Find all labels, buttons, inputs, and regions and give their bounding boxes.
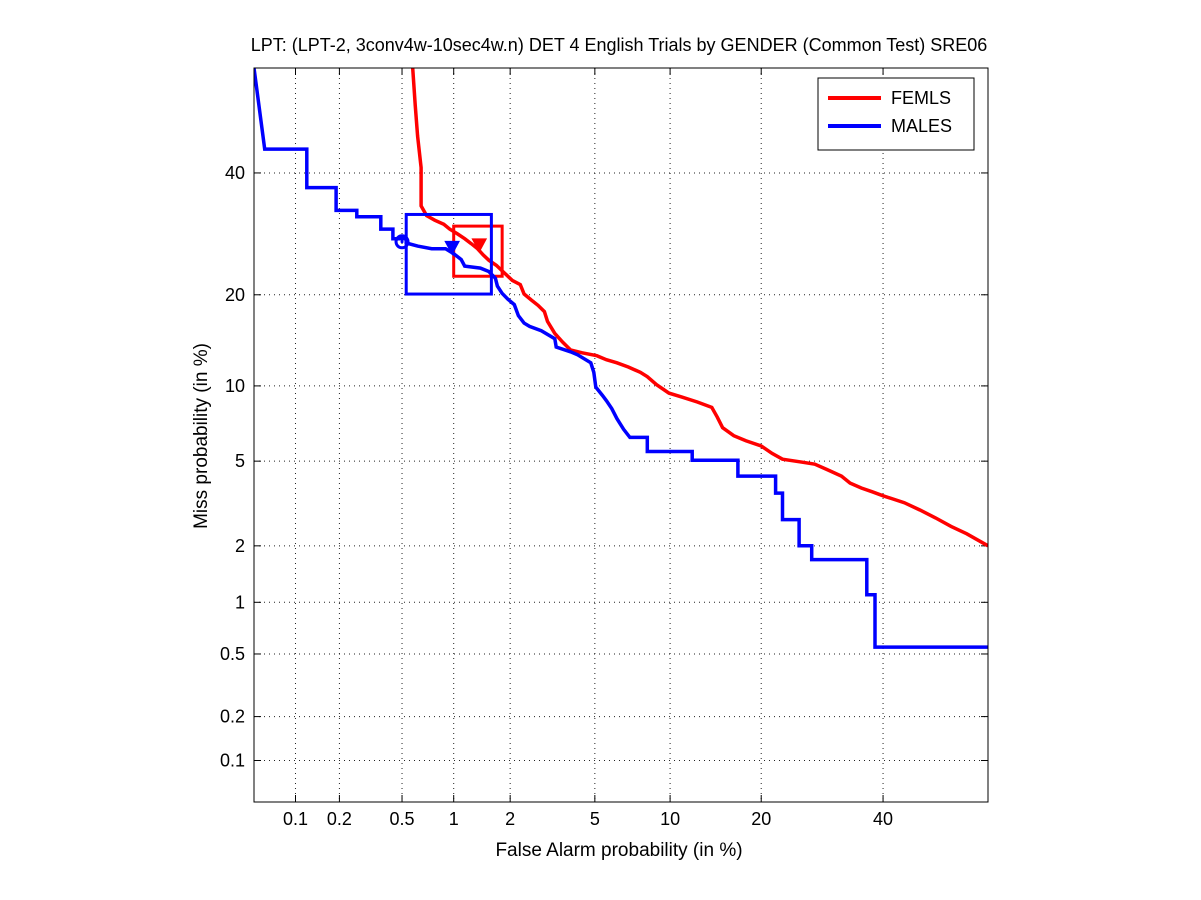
x-tick-label: 10 <box>660 809 680 829</box>
x-tick-label: 40 <box>873 809 893 829</box>
x-tick-label: 0.2 <box>327 809 352 829</box>
x-tick-label: 2 <box>505 809 515 829</box>
males-actual-dcf-dot <box>400 240 404 244</box>
series-males <box>254 68 988 649</box>
y-tick-label: 0.2 <box>220 707 245 727</box>
males-actual-dcf-marker <box>394 234 410 250</box>
y-tick-label: 20 <box>225 285 245 305</box>
males-min-dcf-marker <box>444 240 460 256</box>
femls-min-dcf-marker <box>471 238 488 253</box>
y-tick-label: 10 <box>225 376 245 396</box>
plot-frame <box>253 67 989 803</box>
y-tick-label: 40 <box>225 163 245 183</box>
legend-box <box>817 77 975 151</box>
y-tick-label: 1 <box>235 592 245 612</box>
x-tick-label: 0.1 <box>283 809 308 829</box>
plot-series <box>254 68 988 649</box>
males-confidence-box <box>404 212 493 296</box>
legend-label-males: MALES <box>891 116 952 136</box>
y-tick-label: 5 <box>235 451 245 471</box>
x-tick-label: 0.5 <box>390 809 415 829</box>
x-tick-label: 5 <box>590 809 600 829</box>
x-tick-label: 1 <box>449 809 459 829</box>
axis-ticks: 0.1 0.2 0.5 1 2 5 10 20 40 0.1 0.2 0.5 1 2 5 10 20 40 <box>220 68 988 829</box>
x-axis-label: False Alarm probability (in %) <box>495 840 742 861</box>
legend-label-femls: FEMLS <box>891 88 951 108</box>
males-det-curve <box>254 68 988 649</box>
legend: FEMLS MALES <box>817 77 975 151</box>
chart-title: LPT: (LPT-2, 3conv4w-10sec4w.n) DET 4 En… <box>251 35 988 55</box>
y-tick-label: 2 <box>235 536 245 556</box>
y-tick-label: 0.1 <box>220 751 245 771</box>
femls-det-curve <box>410 68 988 548</box>
grid-lines <box>254 68 988 802</box>
x-tick-label: 20 <box>751 809 771 829</box>
y-tick-label: 0.5 <box>220 644 245 664</box>
y-axis-label: Miss probability (in %) <box>191 343 212 529</box>
